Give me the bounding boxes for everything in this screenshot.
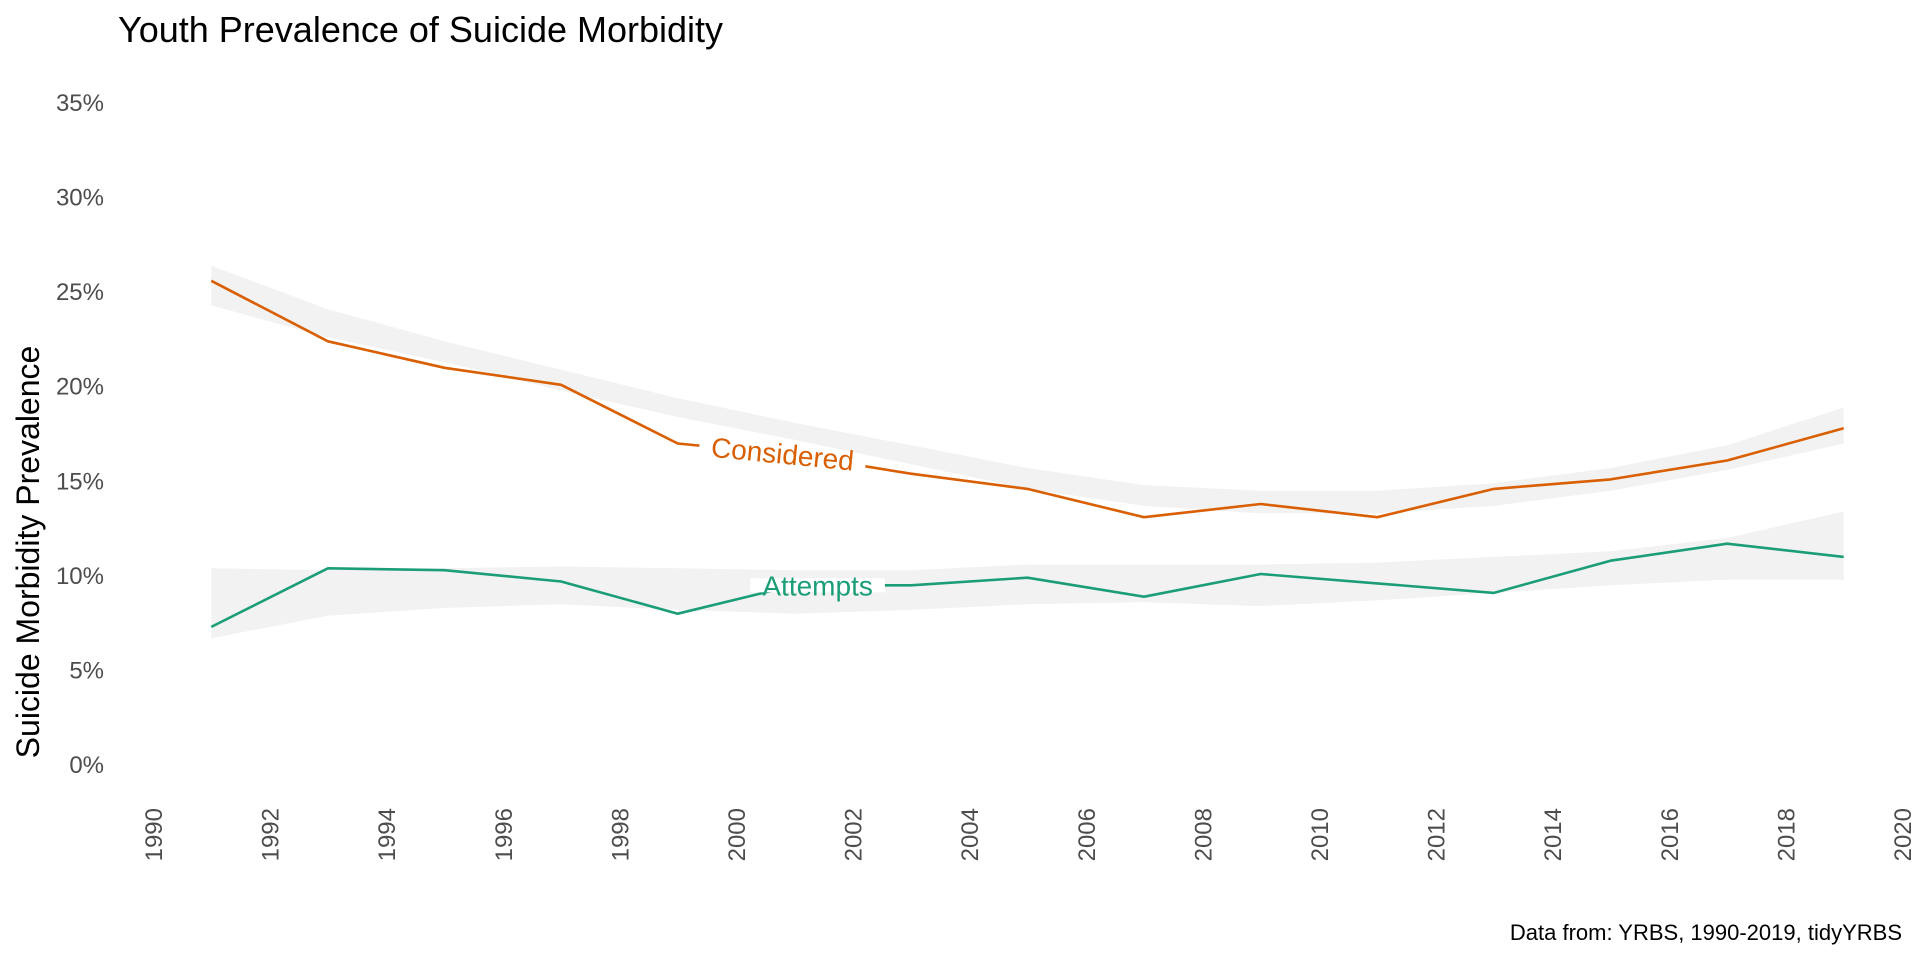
series-label-gap (698, 438, 867, 469)
series-line-considered (210, 279, 1845, 519)
series-label-gap (750, 578, 885, 593)
x-tick-label: 2010 (1307, 808, 1334, 861)
x-tick-label: 2012 (1424, 808, 1451, 861)
x-tick-label: 2014 (1540, 808, 1567, 861)
chart-title: Youth Prevalence of Suicide Morbidity (118, 9, 723, 50)
y-tick-label: 25% (56, 279, 104, 306)
y-tick-label: 0% (69, 752, 104, 779)
y-tick-label: 35% (56, 90, 104, 117)
y-tick-label: 30% (56, 185, 104, 212)
x-tick-label: 1994 (374, 808, 401, 861)
x-tick-label: 1996 (491, 808, 518, 861)
confidence-band-attempts (211, 511, 1844, 639)
x-tick-label: 2002 (841, 808, 868, 861)
y-axis-label: Suicide Morbidity Prevalence (10, 346, 46, 759)
x-tick-label: 2008 (1190, 808, 1217, 861)
series-lines (210, 279, 1845, 629)
x-tick-label: 1992 (258, 808, 285, 861)
chart-caption: Data from: YRBS, 1990-2019, tidyYRBS (1510, 920, 1902, 945)
y-axis-ticks: 0% 5% 10% 15% 20% 25% 30% 35% (56, 90, 104, 779)
x-axis-ticks: 1990 1992 1994 1996 1998 2000 2002 2004 2006 2008… (141, 808, 1917, 861)
x-tick-label: 2018 (1773, 808, 1800, 861)
y-tick-label: 10% (56, 563, 104, 590)
x-tick-label: 2000 (724, 808, 751, 861)
y-tick-label: 15% (56, 468, 104, 495)
x-tick-label: 2016 (1657, 808, 1684, 861)
confidence-bands (211, 265, 1844, 639)
confidence-band-considered (211, 265, 1844, 514)
x-tick-label: 2020 (1890, 808, 1917, 861)
x-tick-label: 1990 (141, 808, 168, 861)
series-line-attempts (210, 542, 1844, 629)
x-tick-label: 1998 (607, 808, 634, 861)
series-label-text: Attempts (762, 570, 872, 601)
y-tick-label: 20% (56, 374, 104, 401)
y-tick-label: 5% (69, 657, 104, 684)
series-label-attempts: Attempts (750, 570, 885, 601)
x-tick-label: 2006 (1074, 808, 1101, 861)
x-tick-label: 2004 (957, 808, 984, 861)
